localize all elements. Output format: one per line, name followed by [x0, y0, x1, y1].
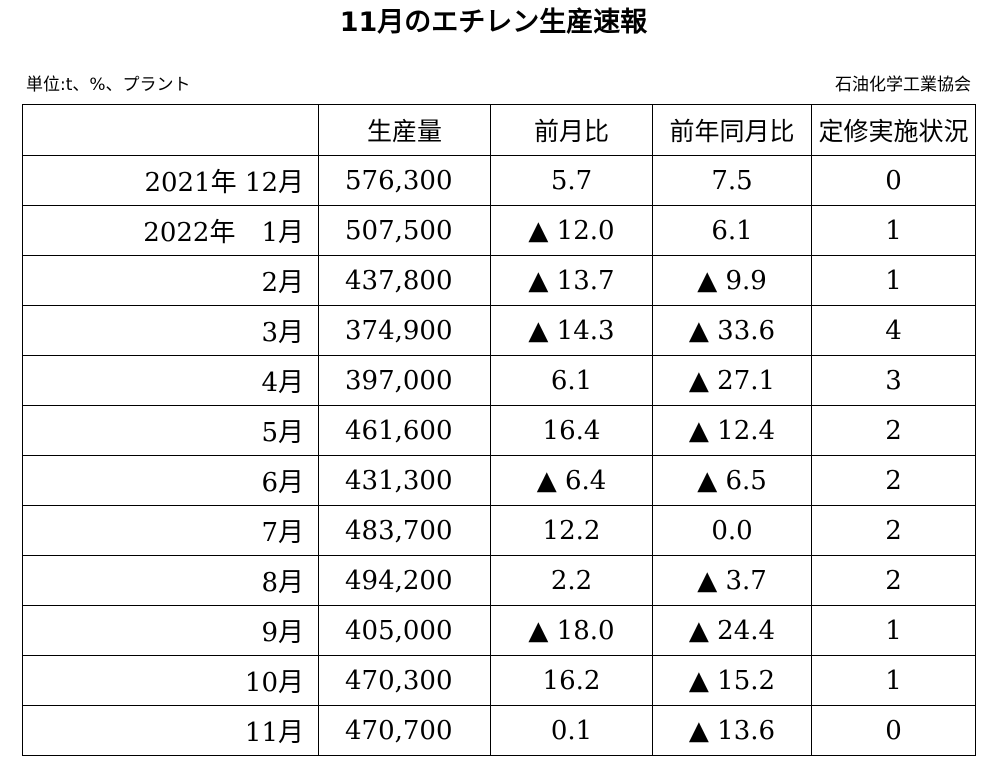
table-row: 5月 461,600 16.4 ▲ 12.4 2 — [22, 405, 976, 456]
table-row: 7月 483,700 12.2 0.0 2 — [22, 505, 976, 556]
production-cell: 461,600 — [318, 405, 491, 456]
mom-cell: 12.2 — [490, 505, 653, 556]
mom-cell: 2.2 — [490, 555, 653, 606]
table-row: 10月 470,300 16.2 ▲ 15.2 1 — [22, 655, 976, 706]
table-row: 11月 470,700 0.1 ▲ 13.6 0 — [22, 705, 976, 756]
yoy-cell: 6.1 — [652, 205, 812, 256]
yoy-cell: ▲ 15.2 — [652, 655, 812, 706]
header-production: 生産量 — [318, 104, 491, 156]
table-row: 8月 494,200 2.2 ▲ 3.7 2 — [22, 555, 976, 606]
mom-cell: ▲ 6.4 — [490, 455, 653, 506]
production-cell: 470,300 — [318, 655, 491, 706]
yoy-cell: 0.0 — [652, 505, 812, 556]
period-cell: 2022年 1月 — [22, 205, 319, 256]
table-row: 2月 437,800 ▲ 13.7 ▲ 9.9 1 — [22, 255, 976, 306]
table-row: 2021年 12月 576,300 5.7 7.5 0 — [22, 155, 976, 206]
production-cell: 437,800 — [318, 255, 491, 306]
production-cell: 470,700 — [318, 705, 491, 756]
table-header-row: 生産量 前月比 前年同月比 定修実施状況 — [22, 104, 976, 156]
yoy-cell: 7.5 — [652, 155, 812, 206]
period-cell: 11月 — [22, 705, 319, 756]
page-title: 11月のエチレン生産速報 — [339, 7, 648, 38]
production-cell: 494,200 — [318, 555, 491, 606]
mom-cell: ▲ 13.7 — [490, 255, 653, 306]
yoy-cell: ▲ 27.1 — [652, 355, 812, 406]
maintenance-cell: 1 — [811, 255, 976, 306]
maintenance-cell: 4 — [811, 305, 976, 356]
table-row: 4月 397,000 6.1 ▲ 27.1 3 — [22, 355, 976, 406]
maintenance-cell: 1 — [811, 605, 976, 656]
maintenance-cell: 0 — [811, 705, 976, 756]
mom-cell: 5.7 — [490, 155, 653, 206]
maintenance-cell: 1 — [811, 655, 976, 706]
table-row: 2022年 1月 507,500 ▲ 12.0 6.1 1 — [22, 205, 976, 256]
production-table: 生産量 前月比 前年同月比 定修実施状況 2021年 12月 576,300 5.7… — [22, 104, 976, 756]
table-row: 6月 431,300 ▲ 6.4 ▲ 6.5 2 — [22, 455, 976, 506]
maintenance-cell: 2 — [811, 505, 976, 556]
production-cell: 405,000 — [318, 605, 491, 656]
header-yoy: 前年同月比 — [652, 104, 812, 156]
yoy-cell: ▲ 9.9 — [652, 255, 812, 306]
mom-cell: 16.2 — [490, 655, 653, 706]
maintenance-cell: 2 — [811, 555, 976, 606]
table-body: 2021年 12月 576,300 5.7 7.5 0 2022年 1月 507,500 ▲ … — [22, 155, 976, 756]
yoy-cell: ▲ 12.4 — [652, 405, 812, 456]
maintenance-cell: 1 — [811, 205, 976, 256]
production-cell: 576,300 — [318, 155, 491, 206]
period-cell: 2021年 12月 — [22, 155, 319, 206]
production-cell: 397,000 — [318, 355, 491, 406]
mom-cell: 6.1 — [490, 355, 653, 406]
period-cell: 4月 — [22, 355, 319, 406]
period-cell: 8月 — [22, 555, 319, 606]
yoy-cell: ▲ 33.6 — [652, 305, 812, 356]
maintenance-cell: 2 — [811, 455, 976, 506]
mom-cell: ▲ 12.0 — [490, 205, 653, 256]
production-cell: 483,700 — [318, 505, 491, 556]
production-cell: 431,300 — [318, 455, 491, 506]
mom-cell: 16.4 — [490, 405, 653, 456]
period-cell: 3月 — [22, 305, 319, 356]
period-cell: 7月 — [22, 505, 319, 556]
table-row: 3月 374,900 ▲ 14.3 ▲ 33.6 4 — [22, 305, 976, 356]
maintenance-cell: 0 — [811, 155, 976, 206]
period-cell: 10月 — [22, 655, 319, 706]
table-row: 9月 405,000 ▲ 18.0 ▲ 24.4 1 — [22, 605, 976, 656]
yoy-cell: ▲ 3.7 — [652, 555, 812, 606]
mom-cell: ▲ 14.3 — [490, 305, 653, 356]
mom-cell: 0.1 — [490, 705, 653, 756]
period-cell: 9月 — [22, 605, 319, 656]
yoy-cell: ▲ 6.5 — [652, 455, 812, 506]
production-cell: 374,900 — [318, 305, 491, 356]
period-cell: 5月 — [22, 405, 319, 456]
source-label: 石油化学工業協会 — [835, 75, 971, 95]
header-maintenance: 定修実施状況 — [811, 104, 976, 156]
yoy-cell: ▲ 13.6 — [652, 705, 812, 756]
maintenance-cell: 2 — [811, 405, 976, 456]
header-period — [22, 104, 319, 156]
production-cell: 507,500 — [318, 205, 491, 256]
unit-note: 単位:t、%、プラント — [26, 75, 191, 95]
yoy-cell: ▲ 24.4 — [652, 605, 812, 656]
header-mom: 前月比 — [490, 104, 653, 156]
maintenance-cell: 3 — [811, 355, 976, 406]
period-cell: 6月 — [22, 455, 319, 506]
period-cell: 2月 — [22, 255, 319, 306]
mom-cell: ▲ 18.0 — [490, 605, 653, 656]
